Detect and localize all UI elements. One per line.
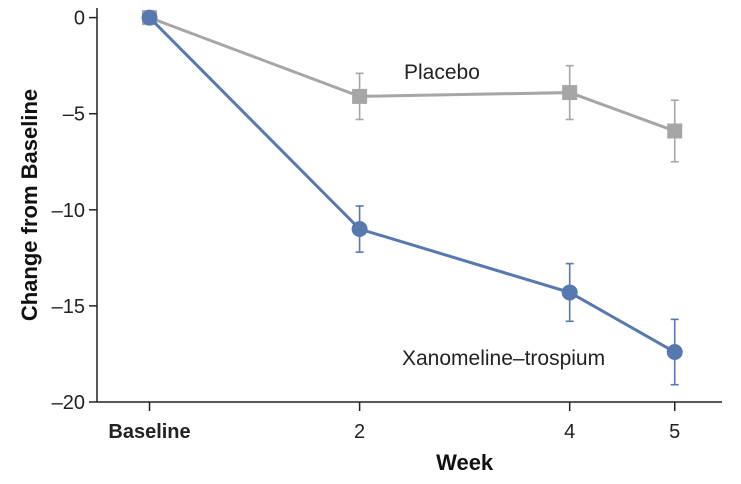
y-tick-label: –20	[52, 392, 85, 414]
data-point-square	[352, 88, 368, 104]
series-label-placebo: Placebo	[404, 61, 480, 84]
series-layer	[141, 9, 683, 386]
y-axis-title: Change from Baseline	[17, 89, 42, 321]
x-axis-title: Week	[436, 450, 494, 475]
data-point-square	[562, 85, 578, 101]
y-ticks: 0 –5 –10 –15 –20	[52, 8, 97, 414]
series-label-xanomeline-trospium: Xanomeline–trospium	[402, 347, 605, 370]
series-placebo	[142, 10, 683, 163]
data-point-circle	[666, 344, 683, 361]
series-line	[148, 16, 676, 354]
series-xanomeline-trospium	[141, 9, 683, 386]
x-tick-label: 2	[354, 421, 365, 443]
data-point-circle	[141, 9, 158, 26]
x-ticks: Baseline 2 4 5	[108, 402, 680, 443]
x-tick-label: 5	[669, 421, 680, 443]
data-point-circle	[561, 284, 578, 301]
series-line	[148, 16, 676, 133]
data-point-circle	[351, 221, 368, 238]
y-tick-label: –10	[52, 200, 85, 222]
x-tick-label: Baseline	[108, 421, 190, 443]
y-tick-label: 0	[74, 8, 85, 30]
data-point-square	[667, 123, 683, 139]
x-tick-label: 4	[564, 421, 575, 443]
y-tick-label: –15	[52, 296, 85, 318]
axes	[96, 8, 722, 403]
y-tick-label: –5	[63, 104, 85, 126]
